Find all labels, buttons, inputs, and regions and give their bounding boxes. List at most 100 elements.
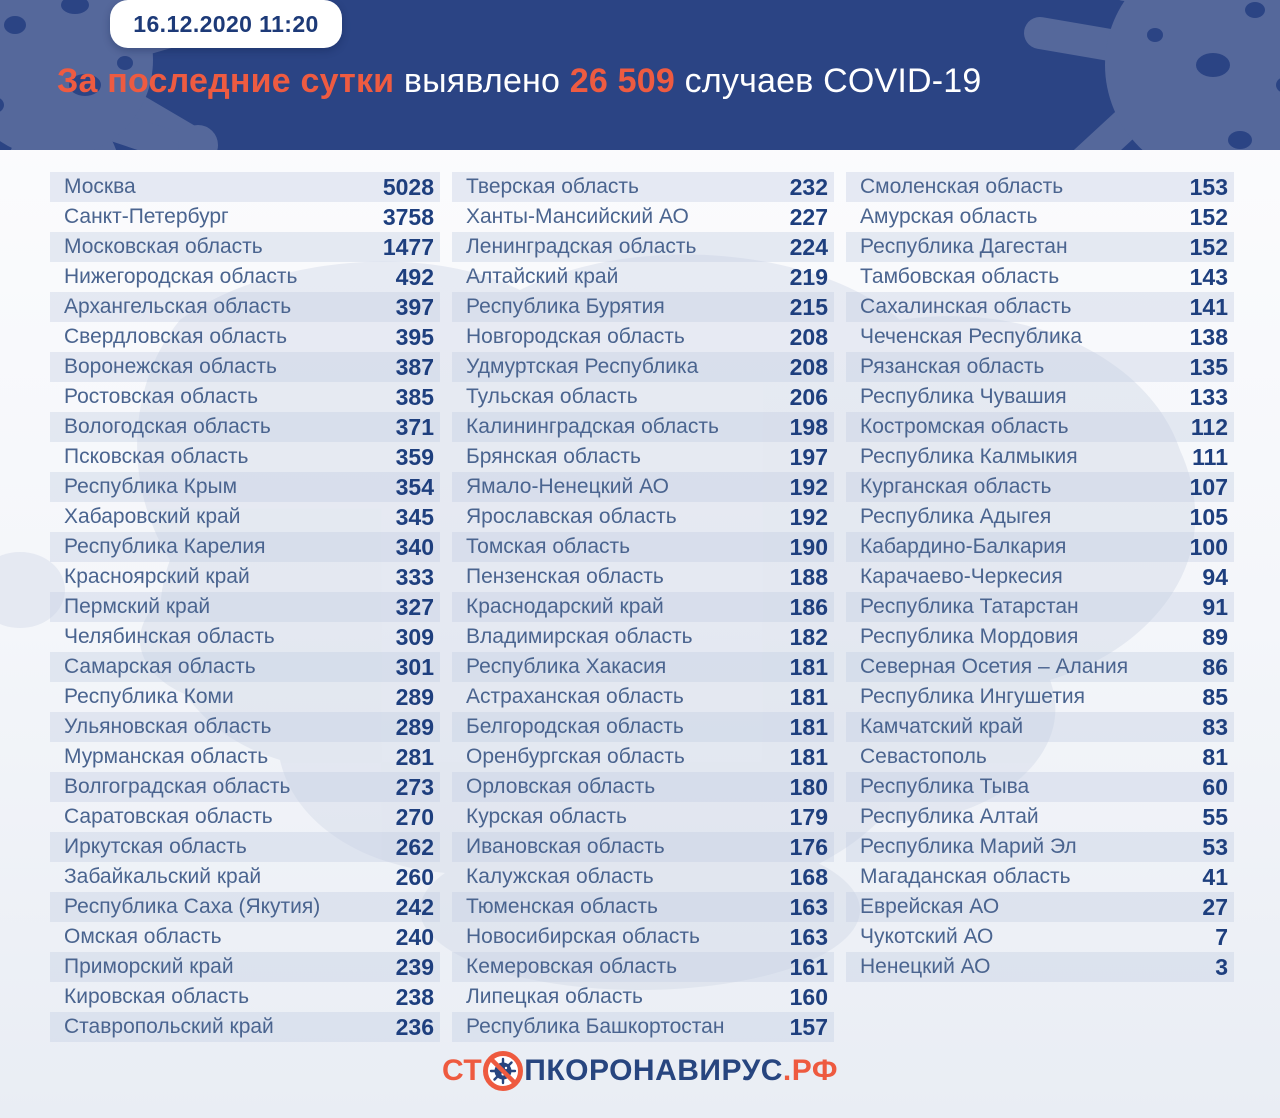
region-name: Сахалинская область	[860, 295, 1072, 318]
table-row: Тамбовская область 143	[846, 262, 1234, 292]
region-value: 86	[1202, 653, 1228, 680]
region-name: Новосибирская область	[466, 925, 700, 948]
region-name: Республика Хакасия	[466, 655, 667, 678]
table-row: Калужская область 168	[452, 862, 834, 892]
region-name: Костромская область	[860, 415, 1069, 438]
region-value: 152	[1189, 203, 1228, 230]
region-name: Новгородская область	[466, 325, 685, 348]
region-value: 385	[395, 383, 434, 410]
region-value: 53	[1202, 833, 1228, 860]
table-row: Ивановская область 176	[452, 832, 834, 862]
region-value: 91	[1202, 593, 1228, 620]
table-row: Севастополь 81	[846, 742, 1234, 772]
logo-text-middle: ПКОРОНАВИРУС	[524, 1054, 783, 1087]
region-name: Москва	[64, 175, 136, 198]
table-row: Воронежская область 387	[50, 352, 440, 382]
table-row: Чукотский АО 7	[846, 922, 1234, 952]
date-text: 16.12.2020 11:20	[133, 10, 319, 37]
region-name: Ханты-Мансийский АО	[466, 205, 689, 228]
region-name: Республика Ингушетия	[860, 685, 1086, 708]
table-row: Республика Марий Эл 53	[846, 832, 1234, 862]
region-value: 333	[395, 563, 434, 590]
region-value: 1477	[382, 233, 434, 260]
region-value: 7	[1215, 923, 1228, 950]
region-name: Саратовская область	[64, 805, 273, 828]
region-name: Курганская область	[860, 475, 1052, 498]
region-value: 192	[789, 473, 828, 500]
region-value: 179	[789, 803, 828, 830]
region-value: 181	[789, 713, 828, 740]
region-value: 153	[1189, 173, 1228, 200]
title-text: выявлено	[403, 62, 570, 100]
table-row: Владимирская область 182	[452, 622, 834, 652]
table-row: Республика Бурятия 215	[452, 292, 834, 322]
region-value: 395	[395, 323, 434, 350]
table-row: Республика Мордовия 89	[846, 622, 1234, 652]
virus-blob-icon	[1024, 0, 1280, 150]
regions-table: Москва 5028 Санкт-Петербург 3758 Московская …	[50, 172, 1234, 1042]
region-name: Вологодская область	[64, 415, 271, 438]
region-name: Самарская область	[64, 655, 256, 678]
table-row: Вологодская область 371	[50, 412, 440, 442]
table-row: Республика Чувашия 133	[846, 382, 1234, 412]
region-name: Владимирская область	[466, 625, 693, 648]
table-row: Ненецкий АО 3	[846, 952, 1234, 982]
region-name: Ульяновская область	[64, 715, 272, 738]
region-name: Камчатский край	[860, 715, 1024, 738]
region-value: 309	[395, 623, 434, 650]
region-value: 359	[395, 443, 434, 470]
table-row: Кировская область 238	[50, 982, 440, 1012]
region-name: Республика Мордовия	[860, 625, 1079, 648]
region-name: Тульская область	[466, 385, 638, 408]
region-value: 5028	[382, 173, 434, 200]
table-row: Северная Осетия – Алания 86	[846, 652, 1234, 682]
table-row: Оренбургская область 181	[452, 742, 834, 772]
header: 16.12.2020 11:20 За последние сутки выяв…	[0, 0, 1280, 150]
table-row: Республика Адыгея 105	[846, 502, 1234, 532]
table-column-1: Москва 5028 Санкт-Петербург 3758 Московская …	[50, 172, 440, 1042]
table-row: Сахалинская область 141	[846, 292, 1234, 322]
region-value: 152	[1189, 233, 1228, 260]
region-value: 188	[789, 563, 828, 590]
region-value: 163	[789, 893, 828, 920]
region-name: Ростовская область	[64, 385, 259, 408]
table-row: Костромская область 112	[846, 412, 1234, 442]
region-name: Республика Коми	[64, 685, 234, 708]
region-name: Ярославская область	[466, 505, 677, 528]
region-name: Республика Татарстан	[860, 595, 1079, 618]
region-name: Магаданская область	[860, 865, 1071, 888]
region-value: 190	[789, 533, 828, 560]
title-highlight: За последние сутки	[57, 62, 404, 100]
table-row: Республика Коми 289	[50, 682, 440, 712]
region-value: 289	[395, 713, 434, 740]
stopcoronavirus-logo: СТ ПКОРОНАВИРУС .РФ	[0, 1048, 1280, 1094]
table-row: Красноярский край 333	[50, 562, 440, 592]
table-row: Пермский край 327	[50, 592, 440, 622]
region-name: Челябинская область	[64, 625, 275, 648]
region-name: Республика Крым	[64, 475, 238, 498]
table-row: Республика Башкортостан 157	[452, 1012, 834, 1042]
region-name: Алтайский край	[466, 265, 619, 288]
table-row: Ростовская область 385	[50, 382, 440, 412]
region-value: 224	[789, 233, 828, 260]
region-name: Республика Тыва	[860, 775, 1030, 798]
region-name: Иркутская область	[64, 835, 247, 858]
region-value: 180	[789, 773, 828, 800]
region-value: 94	[1202, 563, 1228, 590]
region-name: Еврейская АО	[860, 895, 1000, 918]
region-value: 232	[789, 173, 828, 200]
region-name: Северная Осетия – Алания	[860, 655, 1129, 678]
region-value: 133	[1189, 383, 1228, 410]
title-total-count: 26 509	[569, 62, 685, 100]
table-row: Смоленская область 153	[846, 172, 1234, 202]
region-name: Пермский край	[64, 595, 211, 618]
region-name: Карачаево-Черкесия	[860, 565, 1063, 588]
region-name: Ленинградская область	[466, 235, 697, 258]
table-row: Республика Алтай 55	[846, 802, 1234, 832]
region-value: 83	[1202, 713, 1228, 740]
table-row: Карачаево-Черкесия 94	[846, 562, 1234, 592]
table-row: Санкт-Петербург 3758	[50, 202, 440, 232]
region-name: Республика Алтай	[860, 805, 1039, 828]
region-value: 107	[1189, 473, 1228, 500]
no-virus-icon	[483, 1051, 524, 1091]
